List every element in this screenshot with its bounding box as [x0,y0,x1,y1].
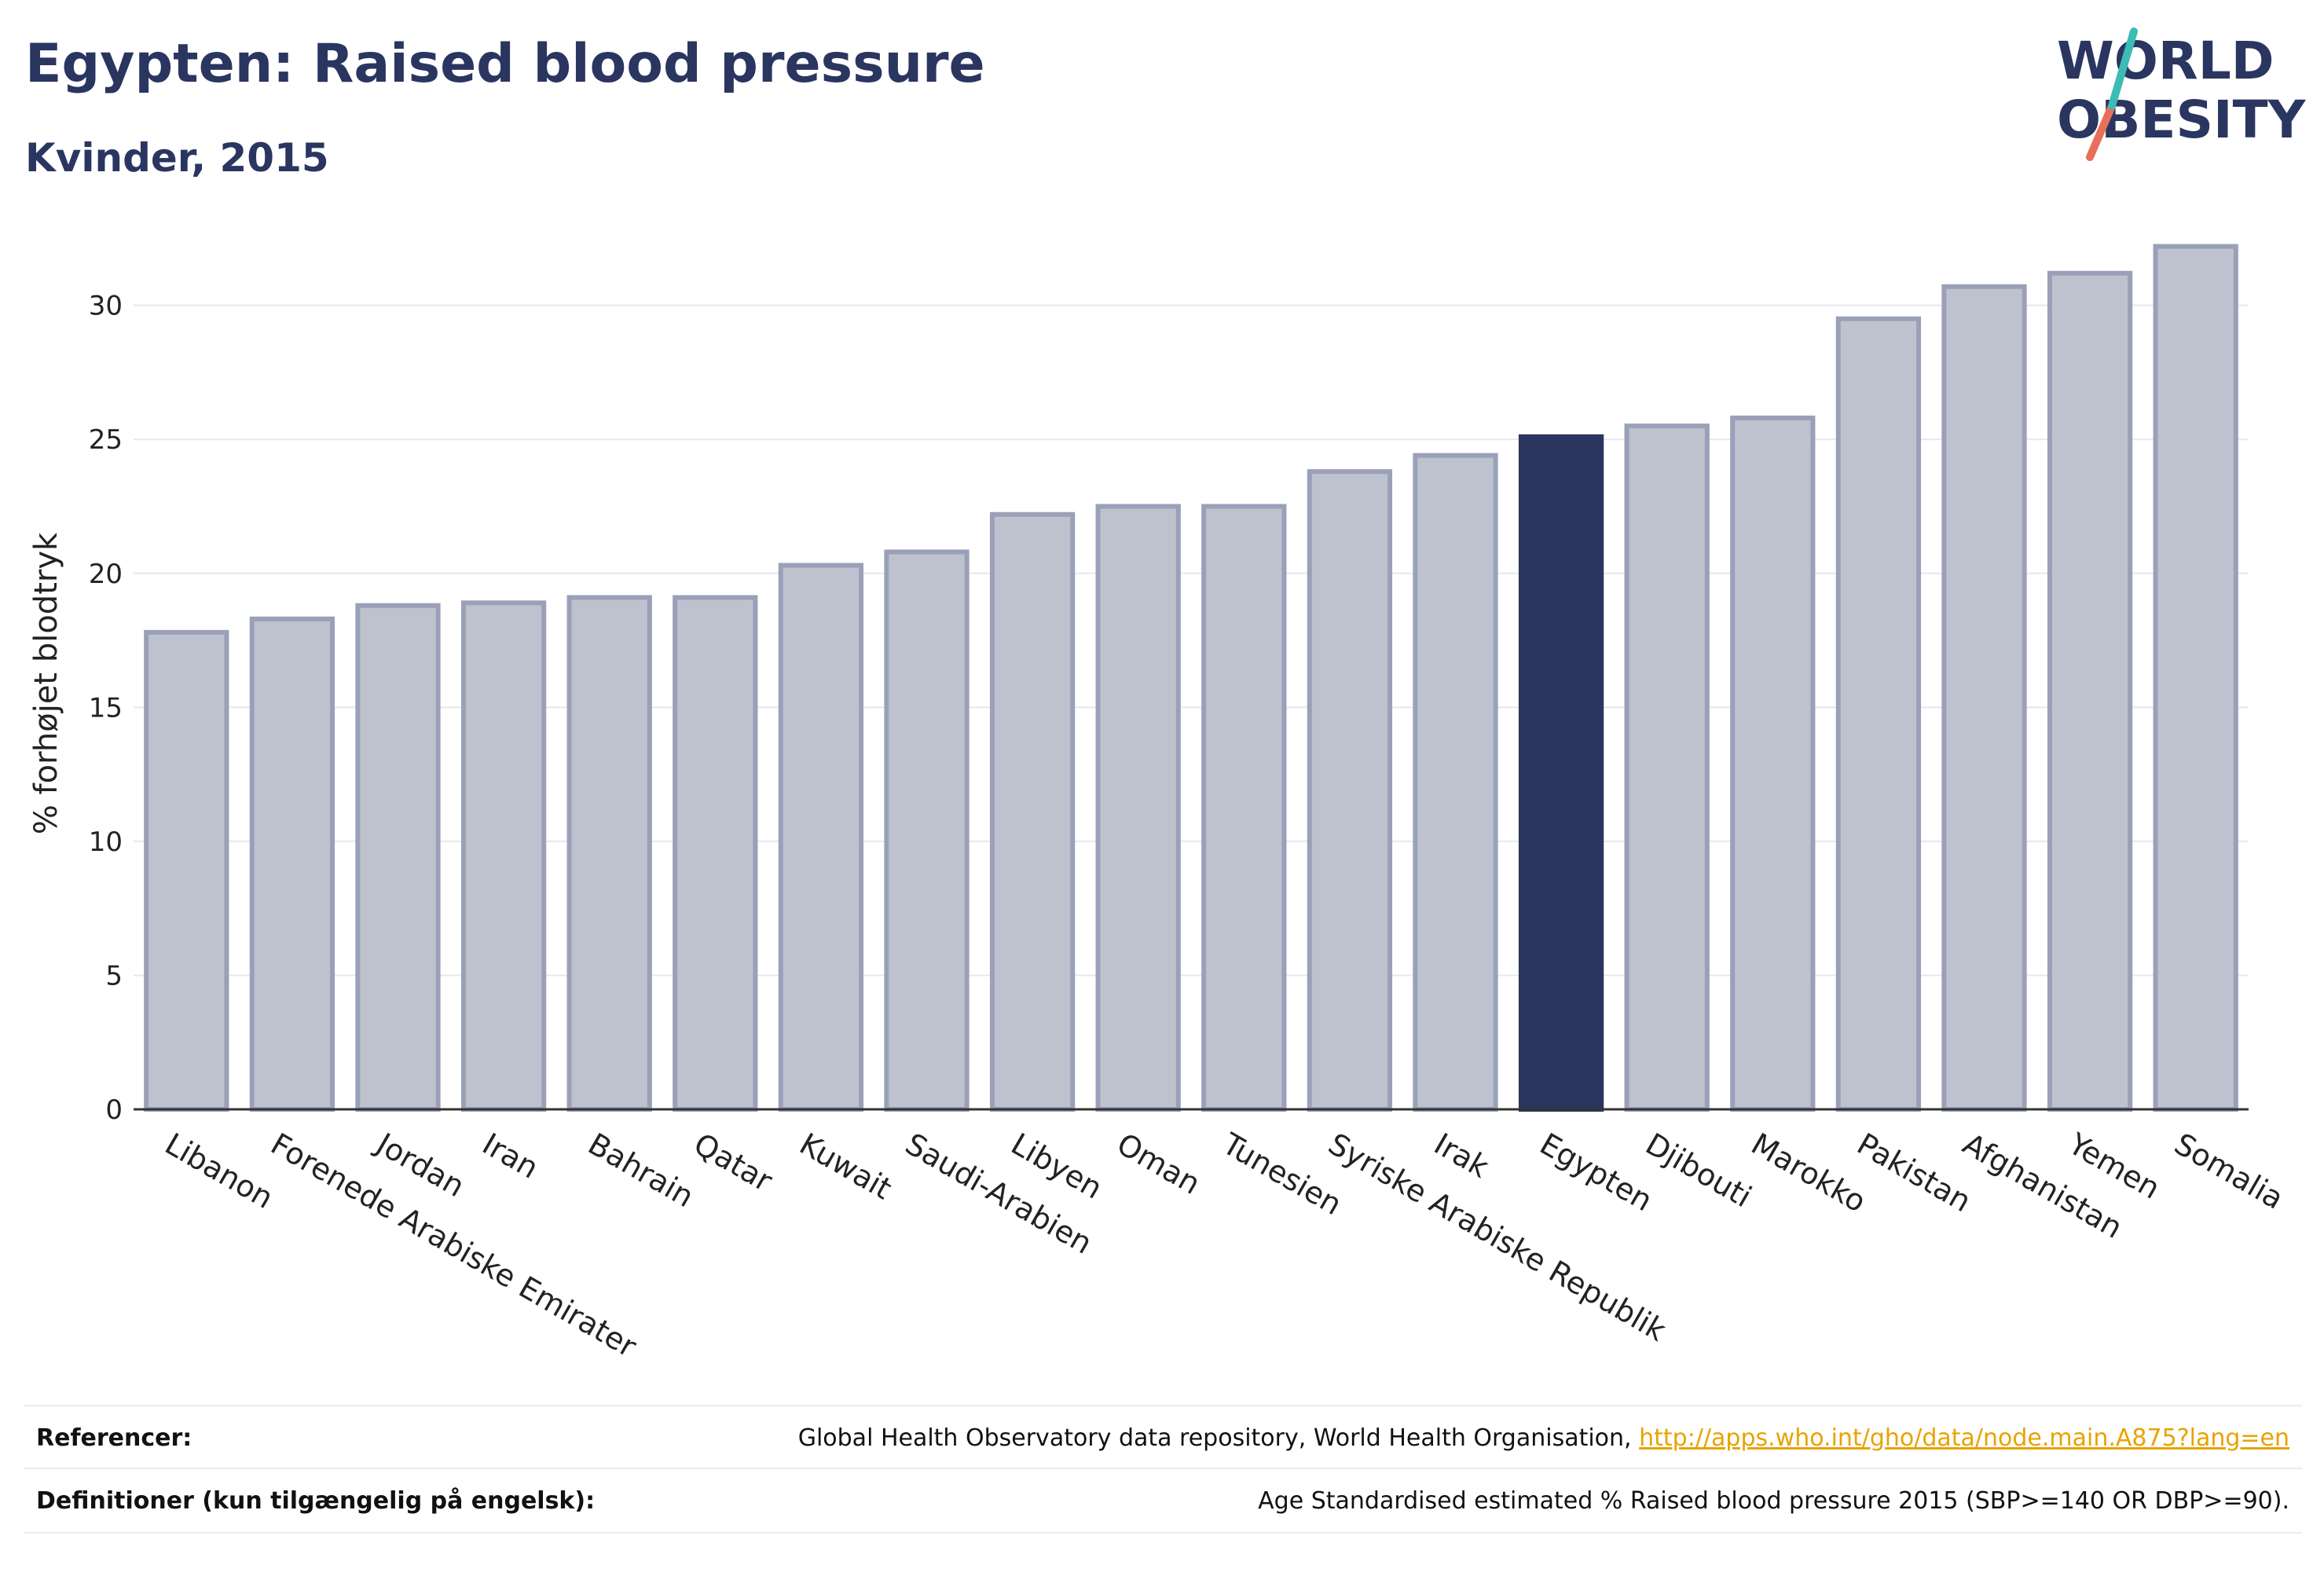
bars [144,244,2238,1112]
bar-pakistan [1835,316,1922,1112]
definitions-row: Definitioner (kun tilgængelig på engelsk… [24,1468,2302,1534]
bar-tunesien [1201,504,1287,1112]
x-tick-label: Saudi-Arabien [900,1127,1098,1261]
bar-irak [1413,453,1498,1112]
x-tick-label: Forenede Arabiske Emirater [265,1127,642,1365]
x-tick-label: Pakistan [1851,1127,1977,1219]
references-label: Referencer: [36,1424,192,1452]
bar-kuwait [778,563,864,1112]
bar-libyen [989,511,1076,1112]
bar-jordan [355,603,441,1112]
bar-somalia [2153,244,2238,1112]
y-tick-label: 10 [89,826,123,858]
logo-slash-top [2108,27,2138,110]
x-tick-label: Bahrain [582,1127,699,1215]
bar-oman [1095,504,1181,1112]
bar-yemen [2047,270,2133,1112]
references-value: Global Health Observatory data repositor… [798,1424,2302,1452]
grid-lines [134,304,2249,977]
bar-libanon [144,629,229,1112]
x-tick-label: Oman [1111,1127,1206,1201]
world-obesity-logo: WORLD OBESITY [2057,27,2307,161]
x-tick-label: Syriske Arabiske Republik [1322,1127,1671,1348]
bar-syriske-arabiske-republik [1307,469,1393,1112]
y-tick-label: 25 [89,424,123,456]
references-text: Global Health Observatory data repositor… [797,1424,1632,1452]
bar-bahrain [566,595,652,1112]
bar-afghanistan [1941,284,2027,1112]
bar-marokko [1730,415,1816,1112]
y-tick-label: 15 [89,692,123,724]
x-tick-label: Somalia [2168,1127,2289,1216]
x-tick-label: Irak [1428,1127,1494,1185]
x-tick-label: Egypten [1534,1127,1659,1219]
references-row: Referencer: Global Health Observatory da… [24,1405,2302,1469]
definitions-text: Age Standardised estimated % Raised bloo… [1258,1486,2289,1515]
bar-saudi-arabien [884,549,970,1112]
bar-qatar [673,595,758,1112]
page-subtitle: Kvinder, 2015 [25,135,329,181]
x-tick-label: Iran [477,1127,544,1186]
bar-egypten [1518,434,1604,1112]
x-tick-label: Marokko [1746,1127,1872,1219]
y-axis-label: % forhøjet blodtryk [28,532,64,834]
page-title: Egypten: Raised blood pressure [25,33,985,95]
y-tick-label: 5 [105,960,123,991]
x-tick-label: Libanon [159,1127,279,1215]
x-tick-label: Qatar [688,1127,779,1199]
references-link[interactable]: http://apps.who.int/gho/data/node.main.A… [1639,1424,2289,1452]
x-tick-label: Djibouti [1640,1127,1758,1215]
bar-forenede-arabiske-emirater [249,616,335,1112]
x-tick-label: Kuwait [794,1127,897,1207]
x-tick-label: Tunesien [1216,1126,1347,1222]
logo-line1: WORLD [2057,31,2275,91]
y-tick-label: 30 [89,291,123,322]
y-tick-label: 0 [105,1094,123,1126]
y-tick-label: 20 [89,559,123,590]
bar-djibouti [1624,423,1710,1112]
logo-slash-bottom [2086,102,2116,161]
definitions-label: Definitioner (kun tilgængelig på engelsk… [36,1486,596,1515]
bar-iran [460,600,547,1112]
y-tick-labels: 0 5 10 15 20 25 30 [89,291,123,1126]
